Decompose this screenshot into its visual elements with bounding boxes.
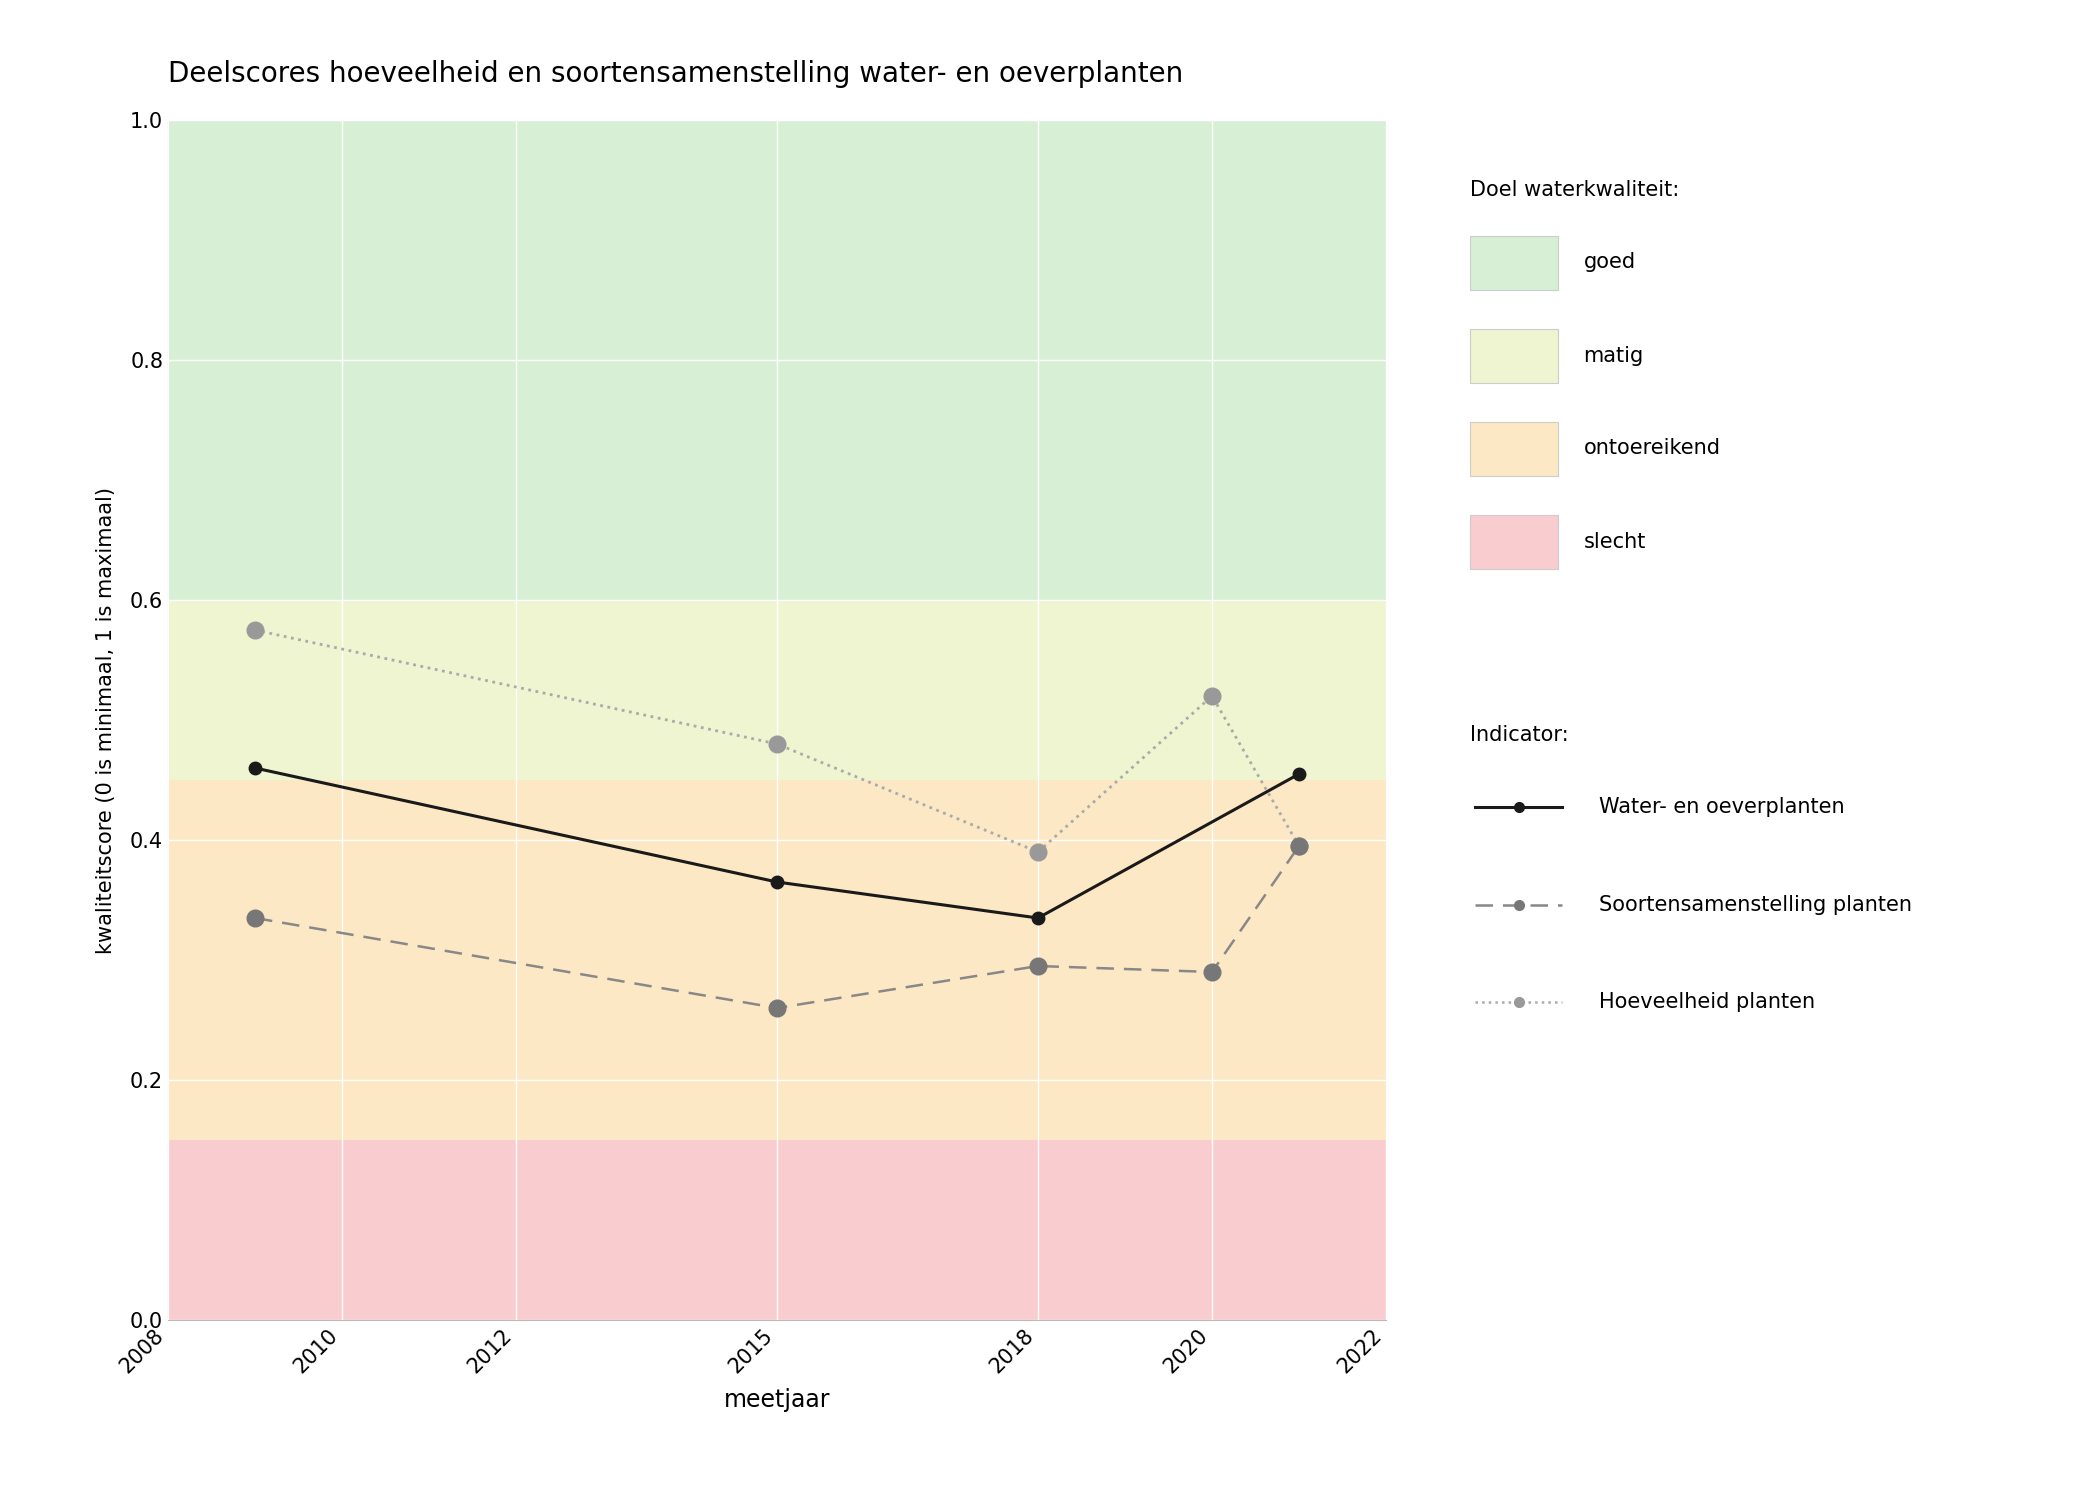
- X-axis label: meetjaar: meetjaar: [724, 1388, 830, 1411]
- Text: slecht: slecht: [1583, 531, 1646, 552]
- Text: Water- en oeverplanten: Water- en oeverplanten: [1598, 796, 1844, 818]
- Text: goed: goed: [1583, 252, 1636, 273]
- Y-axis label: kwaliteitscore (0 is minimaal, 1 is maximaal): kwaliteitscore (0 is minimaal, 1 is maxi…: [97, 486, 116, 954]
- Text: Doel waterkwaliteit:: Doel waterkwaliteit:: [1470, 180, 1680, 200]
- Text: matig: matig: [1583, 345, 1644, 366]
- Text: Indicator:: Indicator:: [1470, 724, 1569, 744]
- Text: Hoeveelheid planten: Hoeveelheid planten: [1598, 992, 1814, 1012]
- Bar: [168, 1140, 1386, 1320]
- Bar: [168, 600, 1386, 780]
- Bar: [168, 780, 1386, 1140]
- Bar: [168, 120, 1386, 600]
- Text: Deelscores hoeveelheid en soortensamenstelling water- en oeverplanten: Deelscores hoeveelheid en soortensamenst…: [168, 60, 1182, 88]
- Text: ontoereikend: ontoereikend: [1583, 438, 1720, 459]
- Text: Soortensamenstelling planten: Soortensamenstelling planten: [1598, 894, 1911, 915]
